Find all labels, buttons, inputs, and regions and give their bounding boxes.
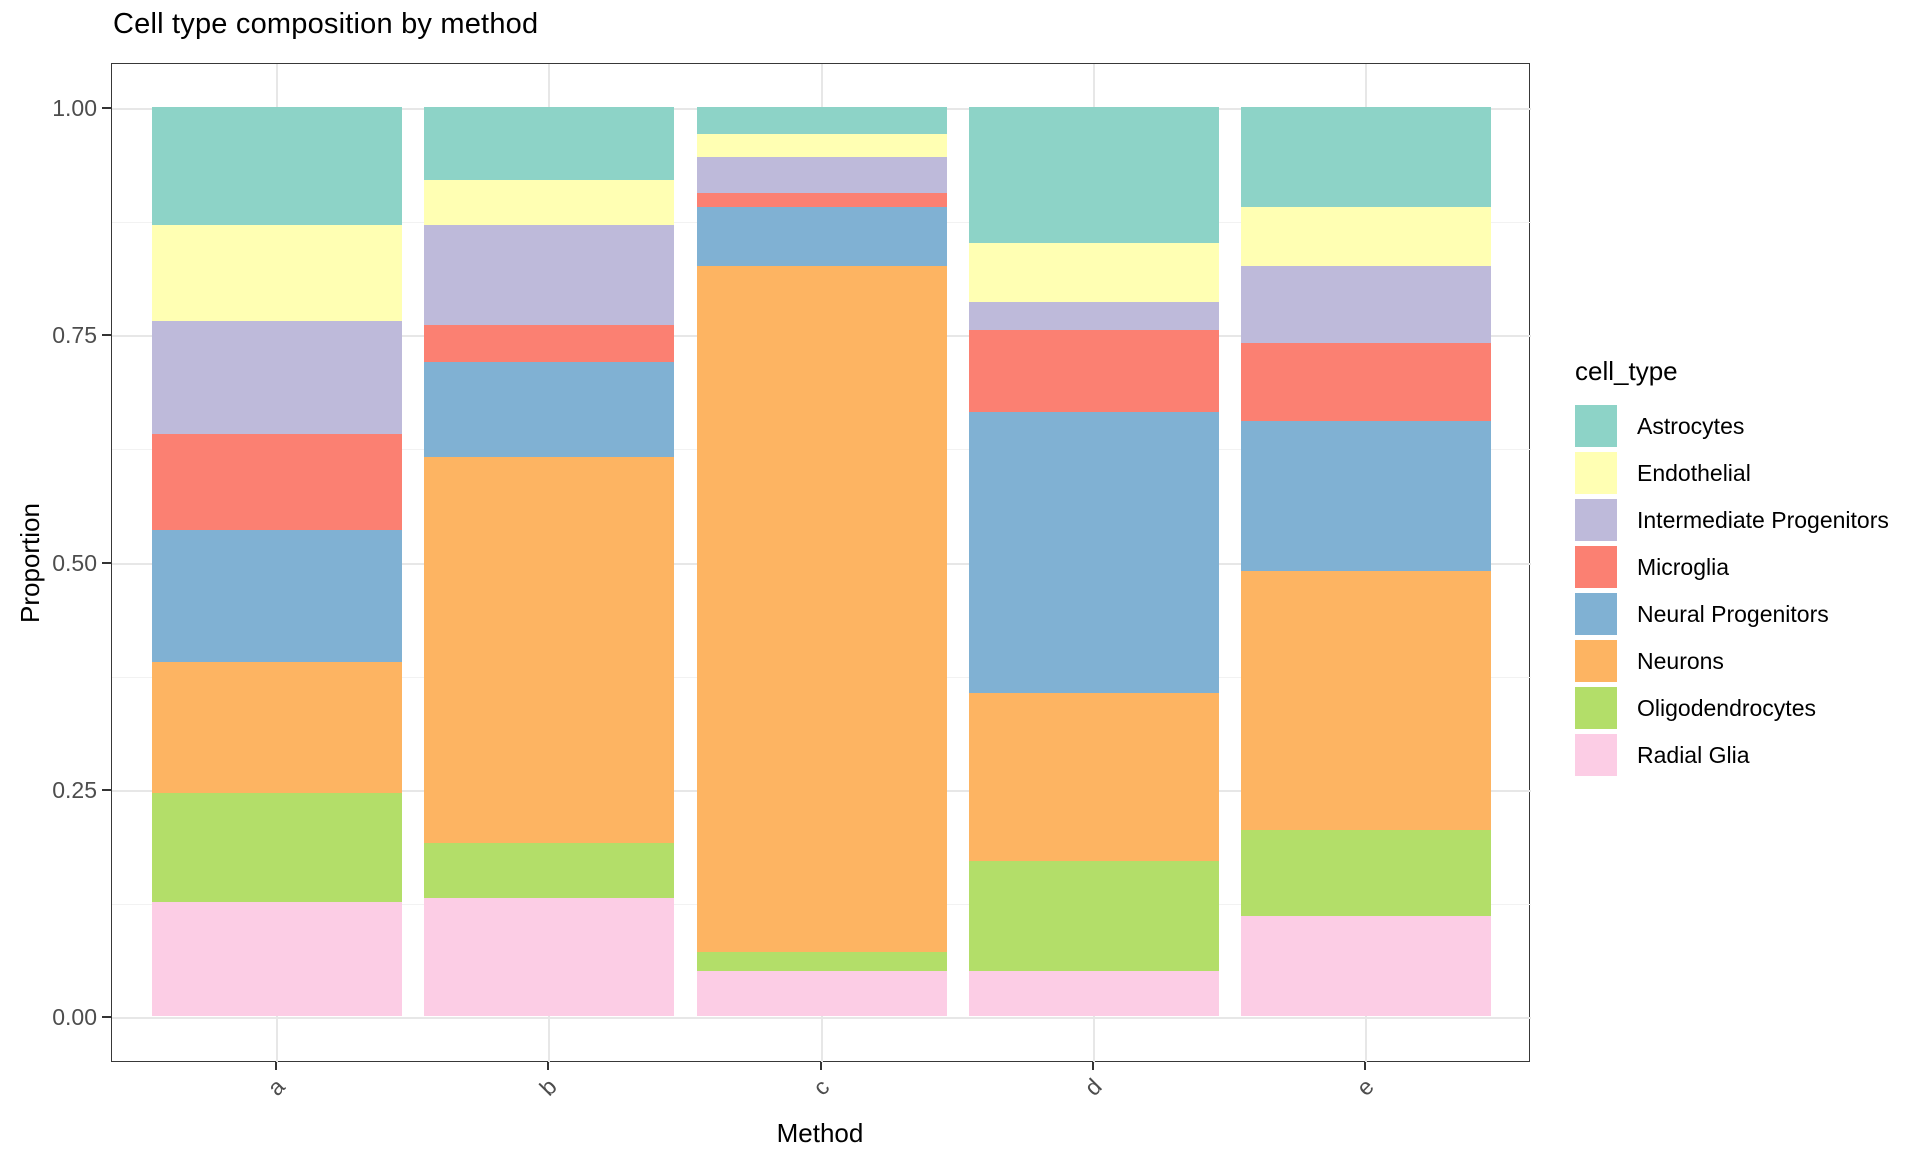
bar-segment-neural-progenitors-a (152, 529, 402, 662)
bar-segment-microglia-b (424, 325, 675, 362)
legend-row: Endothelial (1575, 452, 1889, 494)
y-tick (102, 334, 111, 337)
y-tick-label: 1.00 (52, 95, 97, 121)
bar-segment-microglia-d (968, 329, 1219, 412)
plot-panel (111, 63, 1531, 1063)
legend: cell_type Astrocytes Endothelial Intermedi… (1575, 356, 1889, 781)
bar-segment-neurons-e (1241, 570, 1491, 830)
legend-label: Radial Glia (1637, 741, 1750, 768)
y-tick-label: 0.25 (52, 776, 97, 803)
x-tick (819, 1062, 822, 1070)
legend-row: Microglia (1575, 546, 1889, 588)
legend-swatch (1575, 499, 1617, 541)
bar-segment-astrocytes-c (696, 107, 947, 135)
x-tick-label: a (262, 1073, 290, 1101)
legend-swatch (1575, 640, 1617, 682)
legend-row: Neural Progenitors (1575, 593, 1889, 635)
bar-segment-neural-progenitors-b (424, 361, 675, 457)
bar-segment-oligodendrocytes-a (152, 793, 402, 903)
legend-label: Intermediate Progenitors (1637, 506, 1889, 533)
bar-segment-neural-progenitors-e (1241, 420, 1491, 571)
bar-segment-neural-progenitors-d (968, 411, 1219, 694)
bar-segment-oligodendrocytes-c (696, 952, 947, 971)
bar-segment-neurons-b (424, 456, 675, 844)
legend-title: cell_type (1575, 356, 1678, 386)
bar-segment-intermediate-progenitors-d (968, 302, 1219, 330)
bar-segment-radial-glia-c (696, 970, 947, 1016)
bar-segment-astrocytes-a (152, 107, 402, 226)
bar-segment-radial-glia-b (424, 897, 675, 1016)
bar-segment-neurons-c (696, 266, 947, 953)
legend-swatch (1575, 687, 1617, 729)
x-tick (1091, 1062, 1094, 1070)
x-tick (275, 1062, 277, 1070)
legend-swatch (1575, 734, 1617, 776)
bar-segment-endothelial-e (1241, 207, 1491, 267)
legend-label: Microglia (1637, 553, 1730, 580)
legend-row: Neurons (1575, 640, 1889, 682)
bar-segment-intermediate-progenitors-a (152, 320, 402, 435)
bar-segment-oligodendrocytes-e (1241, 829, 1491, 917)
y-axis-title: Proportion (15, 503, 45, 623)
legend-row: Radial Glia (1575, 734, 1889, 776)
bar-segment-endothelial-d (968, 243, 1219, 303)
bar-segment-endothelial-a (152, 225, 402, 321)
bar-segment-intermediate-progenitors-e (1241, 266, 1491, 344)
legend-label: Neurons (1637, 647, 1724, 674)
y-tick (102, 561, 111, 564)
y-tick-label: 0.75 (52, 322, 97, 349)
y-tick (102, 107, 111, 109)
bar-segment-astrocytes-b (424, 107, 675, 180)
legend-row: Astrocytes (1575, 405, 1889, 447)
legend-row: Oligodendrocytes (1575, 687, 1889, 729)
legend-rows: Astrocytes Endothelial Intermediate Progen… (1575, 405, 1889, 776)
bar-segment-radial-glia-e (1241, 916, 1491, 1016)
legend-swatch (1575, 452, 1617, 494)
x-tick (1364, 1062, 1366, 1070)
y-tick (102, 1016, 111, 1018)
legend-label: Endothelial (1637, 459, 1751, 486)
x-tick-label: b (534, 1073, 562, 1101)
bar-segment-endothelial-c (696, 134, 947, 157)
legend-swatch (1575, 593, 1617, 635)
bar-segment-intermediate-progenitors-c (696, 157, 947, 194)
bar-segment-astrocytes-e (1241, 107, 1491, 207)
chart-title: Cell type composition by method (113, 8, 539, 40)
x-tick-label: d (1079, 1073, 1107, 1101)
x-tick-label: e (1351, 1073, 1379, 1101)
bar-segment-neurons-d (968, 693, 1219, 862)
legend-label: Neural Progenitors (1637, 600, 1829, 627)
bar-segment-microglia-a (152, 434, 402, 530)
bar-segment-microglia-c (696, 193, 947, 207)
legend-row: Intermediate Progenitors (1575, 499, 1889, 541)
bar-segment-astrocytes-d (968, 107, 1219, 244)
x-tick-label: c (807, 1073, 834, 1101)
y-tick-label: 0.00 (52, 1004, 97, 1030)
bar-segment-neural-progenitors-c (696, 207, 947, 267)
bar-segment-intermediate-progenitors-b (424, 225, 675, 326)
y-tick-label: 0.50 (52, 549, 97, 576)
bar-segment-radial-glia-d (968, 970, 1219, 1016)
bar-segment-neurons-a (152, 661, 402, 794)
bar-segment-radial-glia-a (152, 902, 402, 1016)
y-tick (102, 788, 111, 791)
legend-label: Oligodendrocytes (1637, 694, 1816, 721)
bar-segment-microglia-e (1241, 343, 1491, 421)
legend-label: Astrocytes (1637, 412, 1745, 439)
x-tick (547, 1062, 550, 1070)
bar-segment-oligodendrocytes-b (424, 843, 675, 898)
legend-swatch (1575, 546, 1617, 588)
bar-segment-oligodendrocytes-d (968, 861, 1219, 971)
bar-segment-endothelial-b (424, 179, 675, 226)
x-axis-title: Method (776, 1118, 864, 1148)
legend-swatch (1575, 405, 1617, 447)
